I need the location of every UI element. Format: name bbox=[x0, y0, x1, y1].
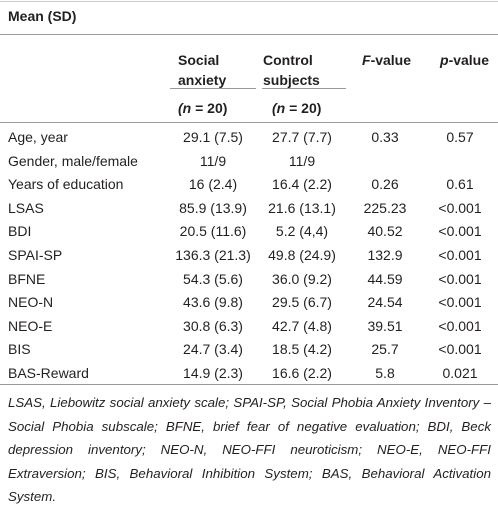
cell: 0.021 bbox=[442, 365, 478, 381]
row-label: BFNE bbox=[8, 270, 46, 287]
cell: 136.3 (21.3) bbox=[175, 247, 251, 263]
footnote: LSAS, Liebowitz social anxiety scale; SP… bbox=[8, 395, 491, 504]
cell: 24.7 (3.4) bbox=[183, 341, 243, 358]
cell: 25.7 bbox=[371, 341, 399, 358]
cell: 5.2 (4,4) bbox=[275, 223, 329, 240]
row-label: BAS-Reward bbox=[8, 365, 89, 381]
cell: 36.0 (9.2) bbox=[272, 270, 332, 287]
cell: 44.59 bbox=[367, 270, 403, 287]
cell: 40.52 bbox=[367, 223, 403, 240]
cell: 21.6 (13.1) bbox=[268, 199, 336, 216]
cell: 14.9 (2.3) bbox=[183, 365, 243, 381]
row-label: Gender, male/female bbox=[8, 152, 138, 169]
rule bbox=[0, 34, 498, 35]
cell: 0.26 bbox=[371, 176, 399, 193]
row-label: Age, year bbox=[8, 129, 68, 145]
group-size: (n = 20) bbox=[272, 100, 322, 116]
row-label: SPAI-SP bbox=[8, 247, 63, 263]
group-size: (n = 20) bbox=[178, 100, 228, 116]
cell: <0.001 bbox=[438, 317, 482, 334]
row-label: LSAS bbox=[8, 199, 44, 216]
cell: 0.61 bbox=[446, 176, 474, 193]
cell: 16 (2.4) bbox=[188, 176, 238, 193]
row-label: NEO-E bbox=[8, 317, 53, 334]
column-header: Control subjects bbox=[263, 52, 320, 88]
row-label: BIS bbox=[8, 341, 31, 358]
row-label: BDI bbox=[8, 223, 32, 240]
cell: <0.001 bbox=[438, 247, 482, 263]
cell: 43.6 (9.8) bbox=[183, 294, 243, 311]
cell: 85.9 (13.9) bbox=[179, 199, 247, 216]
cell: <0.001 bbox=[438, 294, 482, 311]
cell: 11/9 bbox=[288, 152, 316, 169]
cell: 27.7 (7.7) bbox=[272, 129, 332, 145]
cell: 30.8 (6.3) bbox=[183, 317, 243, 334]
cell: 49.8 (24.9) bbox=[268, 247, 336, 263]
rule bbox=[0, 384, 498, 385]
row-label: NEO-N bbox=[8, 294, 54, 311]
column-header: F-value bbox=[362, 52, 412, 68]
cell: 11/9 bbox=[199, 152, 227, 169]
rule bbox=[0, 122, 498, 123]
column-header: Social anxiety bbox=[178, 52, 227, 88]
cell: 54.3 (5.6) bbox=[183, 270, 243, 287]
table-title: Mean (SD) bbox=[8, 8, 77, 24]
cell: 20.5 (11.6) bbox=[179, 223, 247, 240]
cell: 0.57 bbox=[446, 129, 474, 145]
cell: 16.4 (2.2) bbox=[272, 176, 332, 193]
cell: 16.6 (2.2) bbox=[272, 365, 332, 381]
cell: 39.51 bbox=[367, 317, 403, 334]
cell: 225.23 bbox=[363, 199, 407, 216]
rule bbox=[262, 88, 346, 89]
cell: <0.001 bbox=[438, 199, 482, 216]
cell: 132.9 bbox=[367, 247, 403, 263]
cell: 24.54 bbox=[367, 294, 403, 311]
column-header: p-value bbox=[440, 52, 490, 68]
cell: 5.8 bbox=[375, 365, 395, 381]
cell: <0.001 bbox=[438, 270, 482, 287]
cell: 29.1 (7.5) bbox=[183, 129, 243, 145]
cell: 42.7 (4.8) bbox=[272, 317, 332, 334]
cell: 18.5 (4.2) bbox=[272, 341, 332, 358]
row-label: Years of education bbox=[8, 176, 124, 193]
cell: <0.001 bbox=[438, 223, 482, 240]
rule bbox=[0, 1, 498, 2]
cell: 29.5 (6.7) bbox=[272, 294, 332, 311]
cell: 0.33 bbox=[371, 129, 399, 145]
cell: <0.001 bbox=[438, 341, 482, 358]
rule bbox=[170, 88, 256, 89]
